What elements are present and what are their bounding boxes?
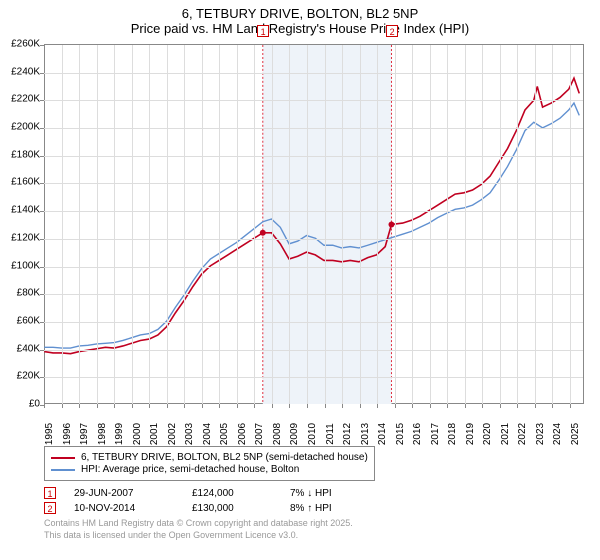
y-tick-label: £260K bbox=[11, 39, 40, 50]
x-tick-label: 2009 bbox=[289, 423, 300, 445]
y-tick-label: £40K bbox=[17, 343, 40, 354]
sales-table: 1 29-JUN-2007 £124,000 7% ↓ HPI 2 10-NOV-2014… bbox=[44, 487, 584, 514]
legend-label: 6, TETBURY DRIVE, BOLTON, BL2 5NP (semi-… bbox=[81, 452, 368, 463]
y-tick-label: £60K bbox=[17, 315, 40, 326]
legend-box: 6, TETBURY DRIVE, BOLTON, BL2 5NP (semi-… bbox=[44, 446, 375, 481]
y-tick-label: £20K bbox=[17, 371, 40, 382]
x-tick-label: 2015 bbox=[395, 423, 406, 445]
x-tick-label: 2012 bbox=[342, 423, 353, 445]
sales-date: 10-NOV-2014 bbox=[74, 503, 174, 514]
x-tick-label: 2017 bbox=[430, 423, 441, 445]
legend-item: 6, TETBURY DRIVE, BOLTON, BL2 5NP (semi-… bbox=[51, 452, 368, 463]
y-tick-label: £240K bbox=[11, 66, 40, 77]
x-tick-label: 1996 bbox=[62, 423, 73, 445]
x-axis-labels: 1995 1996 1997 1998 1999 2000 2001 2002 2003 2004… bbox=[44, 406, 584, 446]
title-line1: 6, TETBURY DRIVE, BOLTON, BL2 5NP bbox=[0, 6, 600, 21]
x-tick-label: 2024 bbox=[552, 423, 563, 445]
sales-row: 2 10-NOV-2014 £130,000 8% ↑ HPI bbox=[44, 502, 584, 514]
sales-marker: 1 bbox=[44, 487, 56, 499]
x-tick-label: 2014 bbox=[377, 423, 388, 445]
legend-label: HPI: Average price, semi-detached house,… bbox=[81, 464, 299, 475]
x-tick-label: 2023 bbox=[535, 423, 546, 445]
legend-block: 6, TETBURY DRIVE, BOLTON, BL2 5NP (semi-… bbox=[44, 446, 584, 541]
sales-delta: 8% ↑ HPI bbox=[290, 503, 370, 514]
y-tick-label: £200K bbox=[11, 122, 40, 133]
title-line2: Price paid vs. HM Land Registry's House … bbox=[0, 21, 600, 36]
x-tick-label: 2008 bbox=[272, 423, 283, 445]
title-block: 6, TETBURY DRIVE, BOLTON, BL2 5NP Price … bbox=[0, 0, 600, 36]
x-tick-label: 2019 bbox=[465, 423, 476, 445]
x-tick-label: 2011 bbox=[325, 423, 336, 445]
y-tick-label: £100K bbox=[11, 260, 40, 271]
y-axis-labels: £0£20K£40K£60K£80K£100K£120K£140K£160K£1… bbox=[0, 44, 42, 404]
x-tick-label: 2001 bbox=[149, 423, 160, 445]
x-tick-label: 2018 bbox=[447, 423, 458, 445]
footer: Contains HM Land Registry data © Crown c… bbox=[44, 518, 584, 541]
x-tick-label: 2021 bbox=[500, 423, 511, 445]
y-tick-label: £180K bbox=[11, 149, 40, 160]
chart-marker-box: 1 bbox=[257, 25, 269, 37]
chart-container: 6, TETBURY DRIVE, BOLTON, BL2 5NP Price … bbox=[0, 0, 600, 560]
x-tick-label: 2002 bbox=[167, 423, 178, 445]
legend-swatch bbox=[51, 469, 75, 471]
x-tick-label: 2016 bbox=[412, 423, 423, 445]
sales-price: £124,000 bbox=[192, 488, 272, 499]
sales-marker: 2 bbox=[44, 502, 56, 514]
y-tick-label: £0 bbox=[29, 399, 40, 410]
sales-row: 1 29-JUN-2007 £124,000 7% ↓ HPI bbox=[44, 487, 584, 499]
x-tick-label: 2005 bbox=[219, 423, 230, 445]
x-tick-label: 2013 bbox=[360, 423, 371, 445]
x-tick-label: 1997 bbox=[79, 423, 90, 445]
x-tick-label: 1999 bbox=[114, 423, 125, 445]
x-tick-label: 2003 bbox=[184, 423, 195, 445]
footer-line2: This data is licensed under the Open Gov… bbox=[44, 530, 584, 542]
x-tick-label: 2007 bbox=[254, 423, 265, 445]
x-tick-label: 2010 bbox=[307, 423, 318, 445]
sales-price: £130,000 bbox=[192, 503, 272, 514]
y-tick-label: £220K bbox=[11, 94, 40, 105]
x-tick-label: 2006 bbox=[237, 423, 248, 445]
sales-date: 29-JUN-2007 bbox=[74, 488, 174, 499]
legend-swatch bbox=[51, 457, 75, 459]
chart-marker-box: 2 bbox=[386, 25, 398, 37]
chart-plot-area: 12 bbox=[44, 44, 584, 404]
x-tick-label: 1998 bbox=[97, 423, 108, 445]
x-tick-label: 2000 bbox=[132, 423, 143, 445]
x-tick-label: 2022 bbox=[517, 423, 528, 445]
y-tick-label: £140K bbox=[11, 205, 40, 216]
legend-item: HPI: Average price, semi-detached house,… bbox=[51, 464, 368, 475]
x-tick-label: 1995 bbox=[44, 423, 55, 445]
y-tick-label: £120K bbox=[11, 232, 40, 243]
y-tick-label: £80K bbox=[17, 288, 40, 299]
footer-line1: Contains HM Land Registry data © Crown c… bbox=[44, 518, 584, 530]
y-tick-label: £160K bbox=[11, 177, 40, 188]
x-tick-label: 2020 bbox=[482, 423, 493, 445]
sales-delta: 7% ↓ HPI bbox=[290, 488, 370, 499]
x-tick-label: 2004 bbox=[202, 423, 213, 445]
x-tick-label: 2025 bbox=[570, 423, 581, 445]
